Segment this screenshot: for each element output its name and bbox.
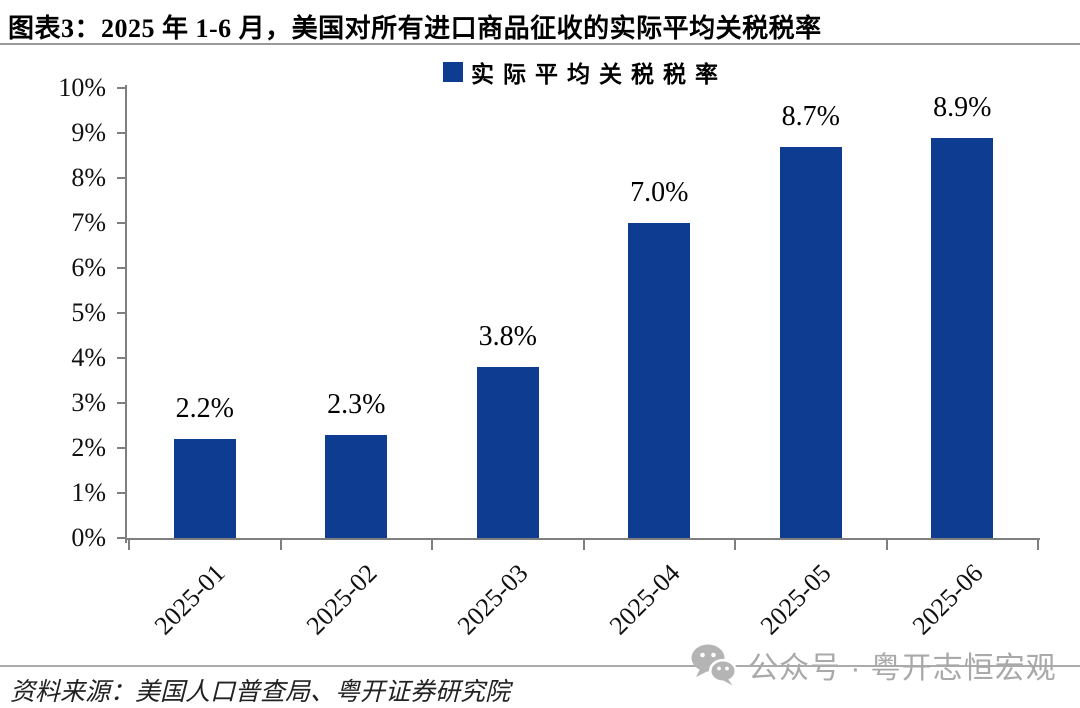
source-text: 资料来源：美国人口普查局、粤开证券研究院: [10, 679, 511, 706]
title-divider: [0, 43, 1080, 45]
legend-swatch: [443, 62, 463, 82]
bar-value-label: 7.0%: [630, 177, 689, 208]
x-axis-tick: [734, 540, 736, 550]
chart-legend: 实际平均关税税率: [443, 55, 727, 89]
x-axis-tick: [431, 540, 433, 550]
y-tick-label: 9%: [71, 118, 106, 147]
y-axis-tick: [117, 447, 126, 449]
x-tick-label: 2025-05: [754, 558, 837, 641]
y-tick-label: 7%: [71, 208, 106, 237]
y-axis-tick: [117, 357, 126, 359]
y-axis-tick: [117, 267, 126, 269]
x-axis-tick: [128, 540, 130, 550]
bar: [173, 439, 236, 538]
bar: [325, 434, 388, 538]
x-tick-label: 2025-03: [451, 558, 534, 641]
y-axis-line: [125, 85, 127, 543]
watermark: 公众号 · 粤开志恒宏观: [690, 643, 1057, 687]
watermark-text: 公众号 · 粤开志恒宏观: [748, 652, 1057, 685]
y-tick-label: 8%: [71, 163, 106, 192]
x-axis-tick: [582, 540, 585, 550]
y-tick-label: 5%: [71, 298, 106, 327]
x-tick-label: 2025-06: [906, 558, 989, 641]
x-tick-label: 2025-01: [148, 558, 231, 641]
bar-value-label: 8.7%: [781, 100, 840, 132]
y-axis-tick: [117, 312, 126, 314]
y-axis-tick: [117, 537, 126, 539]
y-axis-tick: [117, 177, 126, 179]
y-tick-label: 4%: [71, 343, 106, 372]
bar: [779, 146, 842, 538]
bar-value-label: 2.3%: [327, 388, 386, 420]
wechat-icon: [691, 644, 738, 686]
x-axis-line: [125, 538, 1040, 540]
y-tick-label: 0%: [71, 523, 106, 552]
y-axis-tick: [117, 222, 126, 224]
y-axis-tick: [117, 492, 126, 494]
legend-label: 实际平均关税税率: [471, 62, 727, 87]
y-axis-tick: [117, 132, 126, 134]
y-tick-label: 1%: [71, 478, 106, 507]
y-axis-tick: [117, 402, 126, 404]
bar-value-label: 2.2%: [175, 393, 234, 424]
bar: [931, 137, 994, 538]
bar-value-label: 8.9%: [933, 91, 992, 123]
footer-divider: [0, 665, 1080, 667]
y-tick-label: 6%: [71, 253, 106, 282]
x-axis-tick: [885, 540, 888, 550]
y-axis-tick: [117, 87, 126, 89]
bar: [476, 367, 539, 538]
x-tick-label: 2025-02: [300, 558, 383, 641]
x-tick-label: 2025-04: [603, 558, 686, 641]
page-title: 图表3：2025 年 1-6 月，美国对所有进口商品征收的实际平均关税税率: [8, 14, 822, 43]
y-tick-label: 3%: [71, 388, 106, 417]
x-axis-tick: [1037, 540, 1039, 550]
x-axis-tick: [279, 540, 282, 550]
y-tick-label: 2%: [71, 433, 106, 462]
bar-value-label: 3.8%: [478, 321, 537, 352]
y-tick-label: 10%: [58, 73, 106, 102]
bar: [628, 223, 691, 538]
